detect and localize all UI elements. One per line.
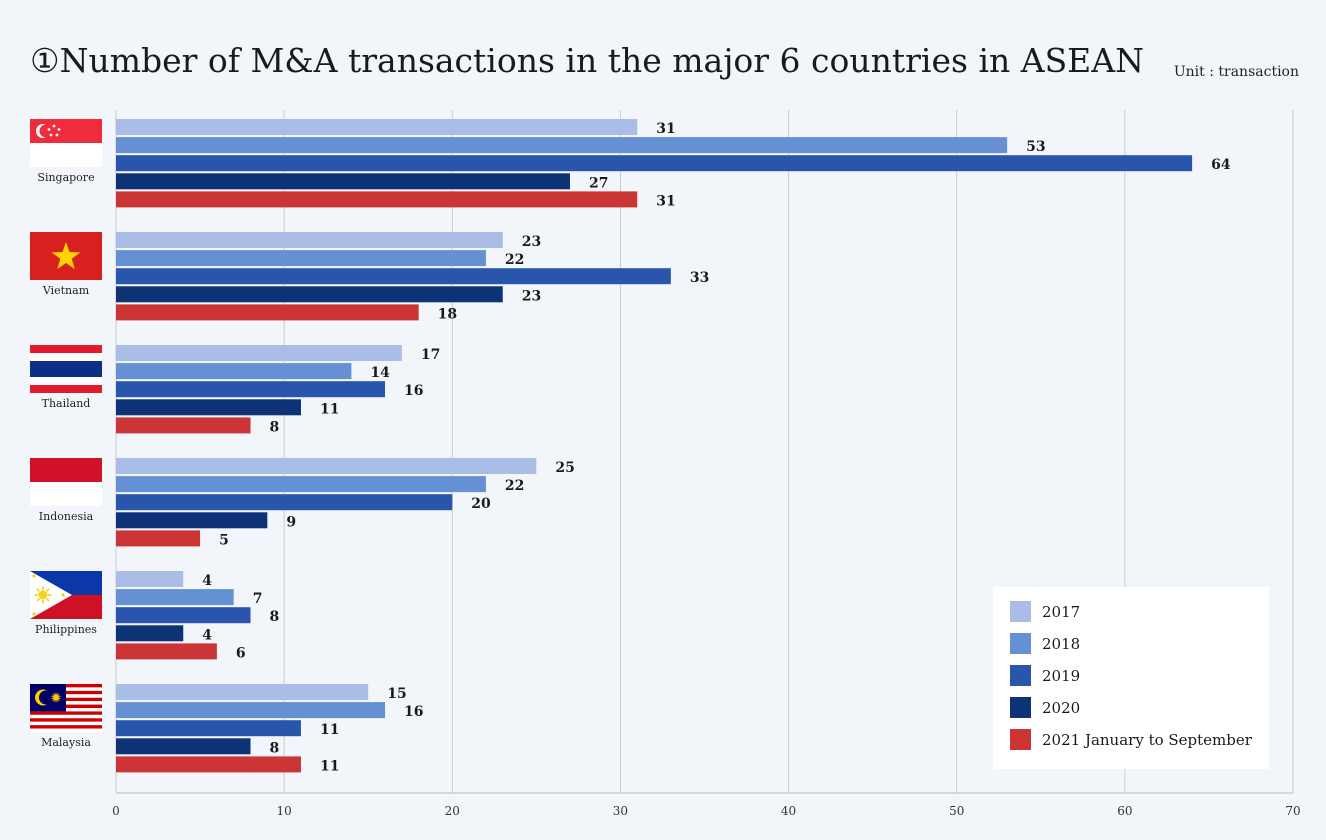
bar-value-label: 16 xyxy=(404,704,423,720)
bar-malaysia-2021 xyxy=(116,756,301,773)
legend-swatch xyxy=(1010,601,1031,622)
legend-label: 2017 xyxy=(1042,603,1080,621)
bar-vietnam-2017 xyxy=(116,232,503,248)
x-tick-label: 40 xyxy=(781,804,796,818)
legend: 2017 2018 2019 2020 2021 January to Septembe… xyxy=(993,587,1269,769)
vietnam-flag-icon xyxy=(30,232,102,280)
bar-singapore-2021 xyxy=(116,191,638,208)
bar-malaysia-2018 xyxy=(116,702,386,719)
bar-philippines-2021 xyxy=(116,643,217,660)
bar-vietnam-2021 xyxy=(116,304,419,321)
legend-label: 2018 xyxy=(1042,635,1080,653)
bar-value-label: 11 xyxy=(320,722,339,738)
flags: Singapore Vietnam Thailand Indonesia Philipp… xyxy=(30,119,102,749)
thailand-flag-icon xyxy=(30,345,102,393)
legend-box xyxy=(993,587,1269,769)
bar-philippines-2017 xyxy=(116,571,184,587)
legend-swatch xyxy=(1010,697,1031,718)
bar-malaysia-2019 xyxy=(116,720,301,737)
legend-swatch xyxy=(1010,729,1031,750)
bar-value-label: 27 xyxy=(589,175,608,191)
x-tick-label: 0 xyxy=(112,804,120,818)
bar-malaysia-2020 xyxy=(116,738,251,755)
bar-value-label: 22 xyxy=(505,252,524,268)
bar-value-label: 17 xyxy=(421,347,440,363)
bar-value-label: 6 xyxy=(236,645,246,661)
malaysia-flag-icon xyxy=(30,684,102,732)
bar-value-label: 8 xyxy=(270,740,280,756)
bar-value-label: 23 xyxy=(522,234,541,250)
bar-value-label: 11 xyxy=(320,758,339,774)
bar-philippines-2020 xyxy=(116,625,184,642)
bar-value-label: 15 xyxy=(387,686,406,702)
bar-singapore-2018 xyxy=(116,137,1008,154)
bar-value-label: 11 xyxy=(320,401,339,417)
x-tick-label: 60 xyxy=(1117,804,1132,818)
bar-value-label: 23 xyxy=(522,288,541,304)
chart-title: ①Number of M&A transactions in the major… xyxy=(30,41,1144,80)
bar-indonesia-2021 xyxy=(116,530,201,547)
country-label: Singapore xyxy=(37,171,94,184)
legend-label: 2020 xyxy=(1042,699,1080,717)
bar-thailand-2018 xyxy=(116,363,352,380)
bar-value-label: 5 xyxy=(219,532,229,548)
bar-value-label: 16 xyxy=(404,383,423,399)
bar-value-label: 8 xyxy=(270,419,280,435)
bar-philippines-2018 xyxy=(116,589,234,606)
unit-label: Unit : transaction xyxy=(1174,64,1299,80)
bar-value-label: 14 xyxy=(370,365,390,381)
grid: 0 10 20 30 40 50 60 70 xyxy=(112,110,1301,818)
bar-value-label: 64 xyxy=(1211,157,1231,173)
x-tick-label: 50 xyxy=(949,804,964,818)
bar-singapore-2019 xyxy=(116,155,1193,172)
bar-singapore-2017 xyxy=(116,119,638,135)
bar-value-label: 33 xyxy=(690,270,709,286)
x-tick-label: 20 xyxy=(445,804,460,818)
bar-vietnam-2018 xyxy=(116,250,486,267)
philippines-flag-icon xyxy=(30,571,102,619)
bar-value-label: 31 xyxy=(656,193,675,209)
bar-value-label: 7 xyxy=(253,591,263,607)
bar-philippines-2019 xyxy=(116,607,251,624)
bars: 3153642731232233231817141611825222095478… xyxy=(116,119,1231,774)
x-tick-label: 70 xyxy=(1285,804,1300,818)
bar-vietnam-2019 xyxy=(116,268,671,285)
legend-label: 2021 January to September xyxy=(1042,731,1253,749)
x-tick-label: 10 xyxy=(277,804,292,818)
bar-malaysia-2017 xyxy=(116,684,369,700)
bar-indonesia-2020 xyxy=(116,512,268,529)
bar-value-label: 53 xyxy=(1026,139,1045,155)
bar-value-label: 20 xyxy=(471,496,491,512)
legend-swatch xyxy=(1010,633,1031,654)
bar-value-label: 22 xyxy=(505,478,524,494)
country-label: Malaysia xyxy=(41,736,91,749)
bar-value-label: 25 xyxy=(555,460,574,476)
country-label: Indonesia xyxy=(39,510,94,523)
bar-thailand-2020 xyxy=(116,399,301,416)
bar-indonesia-2019 xyxy=(116,494,453,511)
x-tick-label: 30 xyxy=(613,804,628,818)
country-label: Philippines xyxy=(35,623,97,636)
indonesia-flag-icon xyxy=(30,458,102,506)
bar-thailand-2019 xyxy=(116,381,386,398)
country-label: Thailand xyxy=(42,397,91,410)
bar-value-label: 4 xyxy=(202,573,212,589)
bar-thailand-2017 xyxy=(116,345,402,361)
bar-value-label: 8 xyxy=(270,609,280,625)
bar-vietnam-2020 xyxy=(116,286,503,303)
bar-singapore-2020 xyxy=(116,173,570,190)
bar-value-label: 4 xyxy=(202,627,212,643)
bar-value-label: 9 xyxy=(286,514,296,530)
bar-value-label: 31 xyxy=(656,121,675,137)
bar-value-label: 18 xyxy=(438,306,457,322)
bar-thailand-2021 xyxy=(116,417,251,434)
singapore-flag-icon xyxy=(30,119,102,167)
bar-indonesia-2017 xyxy=(116,458,537,474)
country-label: Vietnam xyxy=(42,284,90,297)
legend-label: 2019 xyxy=(1042,667,1080,685)
legend-swatch xyxy=(1010,665,1031,686)
bar-indonesia-2018 xyxy=(116,476,486,493)
